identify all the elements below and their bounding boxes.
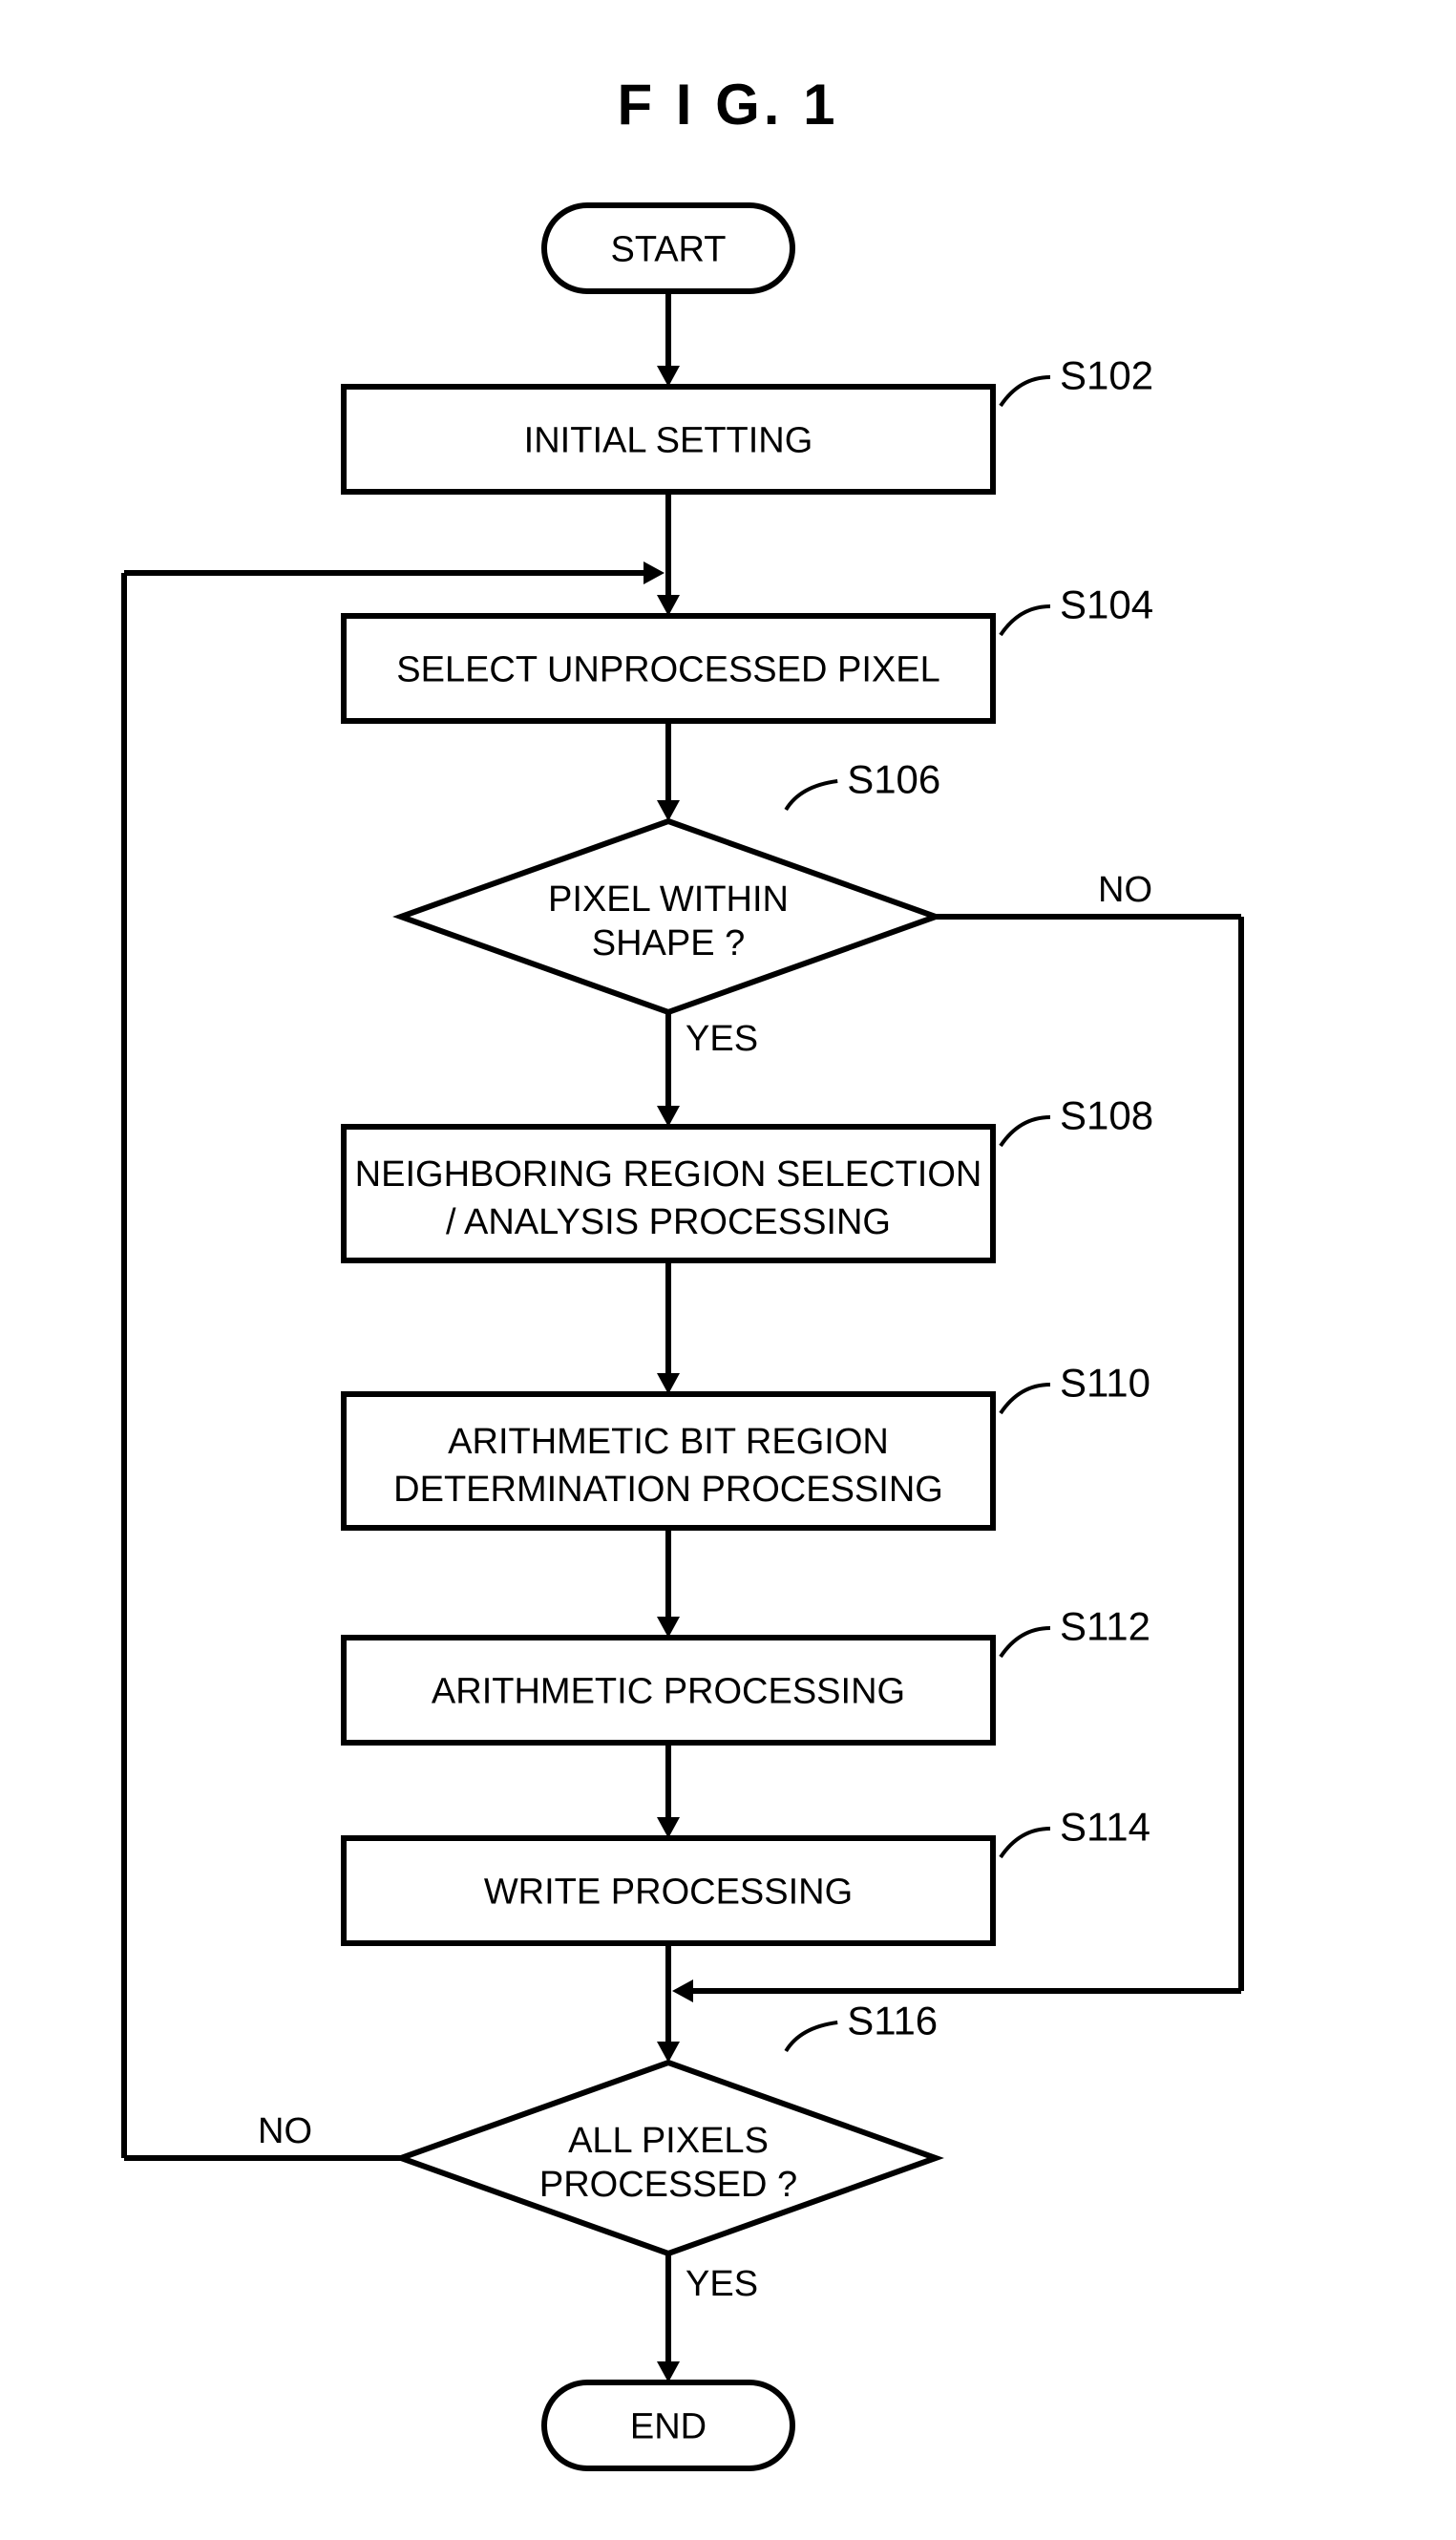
svg-text:S112: S112 — [1060, 1604, 1150, 1649]
svg-text:ALL PIXELS: ALL PIXELS — [568, 2121, 769, 2161]
svg-text:DETERMINATION PROCESSING: DETERMINATION PROCESSING — [393, 1470, 943, 1510]
svg-text:S114: S114 — [1060, 1805, 1150, 1850]
svg-text:WRITE PROCESSING: WRITE PROCESSING — [484, 1872, 853, 1912]
svg-text:ARITHMETIC PROCESSING: ARITHMETIC PROCESSING — [432, 1671, 905, 1711]
svg-text:S108: S108 — [1060, 1093, 1153, 1138]
svg-text:NO: NO — [1098, 870, 1152, 910]
svg-text:S110: S110 — [1060, 1361, 1150, 1406]
svg-text:S102: S102 — [1060, 353, 1153, 398]
svg-text:NO: NO — [258, 2111, 312, 2151]
svg-text:INITIAL SETTING: INITIAL SETTING — [524, 420, 813, 460]
svg-text:NEIGHBORING REGION SELECTION: NEIGHBORING REGION SELECTION — [355, 1154, 982, 1195]
svg-text:SHAPE ?: SHAPE ? — [592, 923, 746, 963]
svg-text:S104: S104 — [1060, 582, 1153, 627]
svg-text:ARITHMETIC BIT REGION: ARITHMETIC BIT REGION — [448, 1422, 889, 1462]
svg-text:END: END — [630, 2406, 707, 2446]
svg-text:YES: YES — [686, 1019, 758, 1059]
svg-text:PIXEL WITHIN: PIXEL WITHIN — [548, 879, 789, 920]
svg-text:SELECT UNPROCESSED PIXEL: SELECT UNPROCESSED PIXEL — [396, 649, 939, 689]
svg-text:YES: YES — [686, 2264, 758, 2304]
svg-text:F I G. 1: F I G. 1 — [617, 73, 838, 137]
svg-text:S106: S106 — [847, 757, 940, 802]
svg-text:PROCESSED ?: PROCESSED ? — [539, 2165, 797, 2205]
svg-text:START: START — [610, 229, 726, 269]
svg-text:S116: S116 — [847, 1999, 938, 2043]
svg-text:/ ANALYSIS PROCESSING: / ANALYSIS PROCESSING — [446, 1202, 891, 1242]
